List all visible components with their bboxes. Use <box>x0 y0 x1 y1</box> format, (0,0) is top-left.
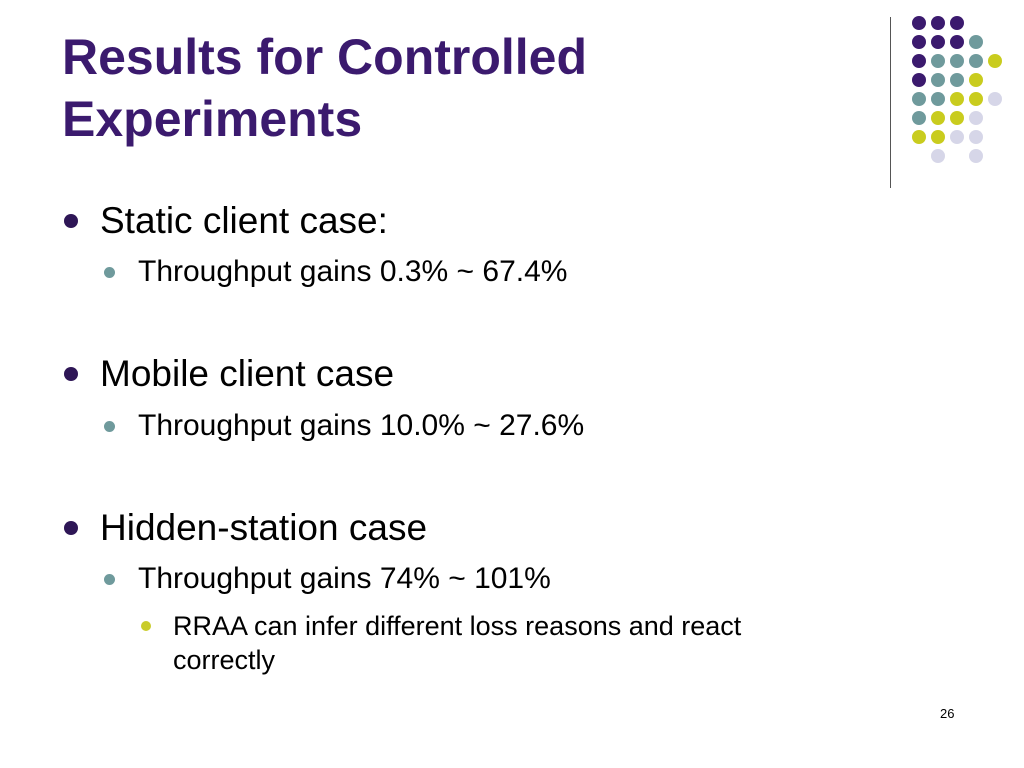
decorative-dot <box>931 16 945 30</box>
bullet-static-client: Static client case: <box>64 199 388 243</box>
slide-title: Results for Controlled Experiments <box>62 26 862 150</box>
bullet-text: Mobile client case <box>100 353 395 394</box>
sub-bullet-text: Throughput gains 10.0% ~ 27.6% <box>138 409 585 442</box>
decorative-dot <box>931 149 945 163</box>
bullet-marker <box>64 214 78 228</box>
decorative-dot <box>912 73 926 87</box>
decorative-dot <box>969 149 983 163</box>
decorative-dot <box>912 16 926 30</box>
sub-sub-bullet-rraa: RRAA can infer different loss reasons an… <box>141 609 901 677</box>
decorative-dot <box>931 73 945 87</box>
decorative-dot <box>950 35 964 49</box>
decorative-dot <box>912 92 926 106</box>
decorative-dot <box>969 130 983 144</box>
decorative-dot <box>969 35 983 49</box>
sub-sub-bullet-line-2: correctly <box>173 645 276 675</box>
decorative-dot <box>969 111 983 125</box>
sub-bullet-marker <box>104 574 115 585</box>
sub-bullet-text: Throughput gains 0.3% ~ 67.4% <box>138 255 568 288</box>
decorative-dot <box>950 111 964 125</box>
page-number: 26 <box>940 706 955 721</box>
decorative-dot <box>969 73 983 87</box>
decorative-dot <box>950 73 964 87</box>
sub-sub-bullet-marker <box>141 621 151 631</box>
decorative-dot <box>912 35 926 49</box>
sub-bullet-mobile-gains: Throughput gains 10.0% ~ 27.6% <box>104 408 584 444</box>
sub-bullet-text: Throughput gains 74% ~ 101% <box>138 562 551 595</box>
sub-bullet-static-gains: Throughput gains 0.3% ~ 67.4% <box>104 254 567 290</box>
bullet-text: Static client case: <box>100 200 388 241</box>
bullet-text: Hidden-station case <box>100 507 428 548</box>
slide-title-line-2: Experiments <box>62 91 363 147</box>
decorative-dot <box>912 111 926 125</box>
decorative-dot <box>950 16 964 30</box>
sub-bullet-marker <box>104 421 115 432</box>
decorative-dot <box>950 92 964 106</box>
bullet-marker <box>64 367 78 381</box>
decorative-dot <box>950 130 964 144</box>
decorative-dot <box>988 54 1002 68</box>
decorative-dot <box>969 54 983 68</box>
sub-sub-bullet-text: RRAA can infer different loss reasons an… <box>173 609 741 677</box>
bullet-marker <box>64 521 78 535</box>
decorative-dot <box>912 130 926 144</box>
decorative-dot <box>969 92 983 106</box>
decorative-dot <box>931 130 945 144</box>
header-divider <box>890 17 891 188</box>
decorative-dot <box>912 54 926 68</box>
bullet-hidden-station: Hidden-station case <box>64 506 427 550</box>
decorative-dot <box>950 54 964 68</box>
sub-sub-bullet-line-1: RRAA can infer different loss reasons an… <box>173 611 742 641</box>
sub-bullet-marker <box>104 267 115 278</box>
decorative-dot <box>931 111 945 125</box>
decorative-dot <box>931 54 945 68</box>
decorative-dot <box>931 92 945 106</box>
decorative-dot <box>931 35 945 49</box>
slide-title-line-1: Results for Controlled <box>62 29 588 85</box>
decorative-dot <box>988 92 1002 106</box>
sub-bullet-hidden-gains: Throughput gains 74% ~ 101% <box>104 561 551 597</box>
bullet-mobile-client: Mobile client case <box>64 352 394 396</box>
